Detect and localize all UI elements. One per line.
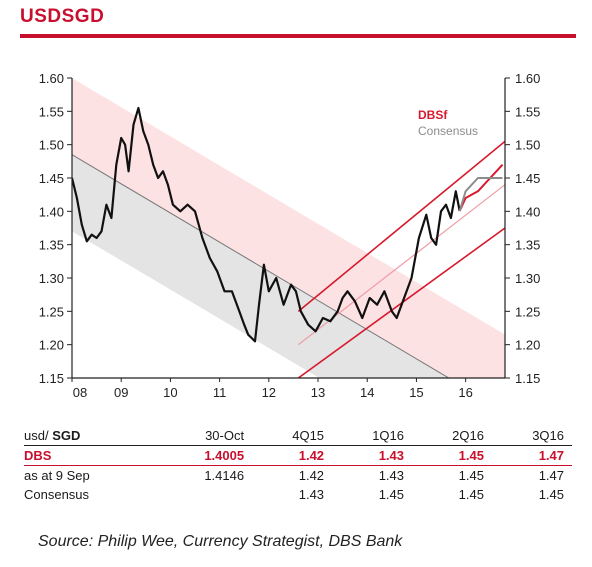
- row-label: Consensus: [24, 487, 90, 502]
- dbs-forecast-line: [458, 164, 504, 212]
- chart-title: USDSGD: [20, 6, 105, 27]
- table-cell: 1.4005: [156, 445, 253, 466]
- plot-area: [72, 78, 505, 378]
- y-tick-label-left: 1.50: [39, 138, 64, 153]
- y-tick-label-right: 1.30: [515, 271, 540, 286]
- x-tick-label: 08: [73, 385, 87, 400]
- line-chart: 1.60 1.60 1.55 1.55 1.50 1.50 1.45 1.45 1.40 1.40…: [39, 71, 541, 400]
- y-tick-label-right: 1.35: [515, 238, 540, 253]
- table-cell: 1.4146: [204, 468, 245, 483]
- y-tick-label-left: 1.25: [39, 304, 64, 319]
- x-tick-label: 12: [262, 385, 276, 400]
- table-cell: 1.42: [298, 468, 325, 483]
- table-cell: 1.47: [491, 445, 572, 466]
- x-tick-label: 14: [360, 385, 374, 400]
- row-label: as at 9 Sep: [24, 468, 90, 483]
- y-tick-label-right: 1.25: [515, 304, 540, 319]
- price-series-line: [72, 106, 461, 343]
- y-tick-label-right: 1.15: [515, 371, 540, 386]
- y-tick-label-left: 1.55: [39, 104, 64, 119]
- legend-consensus-label: Consensus: [418, 124, 478, 138]
- y-tick-label-right: 1.55: [515, 104, 540, 119]
- table-header-row: usd/ SGD 30-Oct 4Q15 1Q16 2Q16 3Q16: [24, 426, 572, 446]
- x-tick-label: 13: [311, 385, 325, 400]
- table-cell: 1.43: [298, 487, 325, 502]
- x-tick-label: 16: [458, 385, 472, 400]
- x-tick-label: 11: [213, 385, 227, 400]
- table-cell: [156, 485, 252, 504]
- table-cell: 1.45: [458, 468, 484, 483]
- downtrend-lower-band: [72, 154, 449, 378]
- table-cell: 1.45: [458, 487, 484, 502]
- y-tick-label-left: 1.35: [39, 238, 64, 253]
- table-row: as at 9 Sep 1.4146 1.42 1.43 1.45 1.47: [24, 466, 572, 486]
- y-tick-label-left: 1.40: [39, 204, 64, 219]
- uptrend-upper-line: [297, 140, 505, 312]
- legend-dbsf-label: DBSf: [418, 108, 448, 122]
- table-row: DBS 1.4005 1.42 1.43 1.45 1.47: [24, 445, 572, 466]
- y-tick-label-right: 1.20: [515, 338, 540, 353]
- y-tick-label-left: 1.20: [39, 338, 64, 353]
- y-tick-label-left: 1.45: [39, 171, 64, 186]
- y-tick-label-left: 1.30: [39, 271, 64, 286]
- table-row: Consensus 1.43 1.45 1.45 1.45: [24, 485, 572, 504]
- downtrend-midline: [72, 154, 450, 378]
- column-header: 3Q16: [491, 426, 572, 446]
- forecast-table: usd/ SGD 30-Oct 4Q15 1Q16 2Q16 3Q16 DBS …: [24, 426, 572, 504]
- title-rule: [20, 34, 576, 38]
- y-tick-label-right: 1.45: [515, 171, 540, 186]
- y-tick-label-left: 1.60: [39, 71, 64, 86]
- y-tick-label-left: 1.15: [39, 371, 64, 386]
- column-header: 1Q16: [332, 426, 413, 446]
- table-cell: 1.43: [378, 468, 405, 483]
- row-label: DBS: [24, 445, 157, 466]
- table-header-label: usd/ SGD: [24, 426, 157, 446]
- column-header: 2Q16: [412, 426, 492, 446]
- y-tick-label-right: 1.50: [515, 138, 540, 153]
- x-tick-label: 09: [114, 385, 128, 400]
- source-note: Source: Philip Wee, Currency Strategist,…: [38, 533, 403, 550]
- table-cell: 1.45: [412, 445, 492, 466]
- y-tick-label-right: 1.60: [515, 71, 540, 86]
- table-cell: 1.43: [332, 445, 413, 466]
- table-cell: 1.45: [538, 487, 564, 502]
- column-header: 4Q15: [252, 426, 333, 446]
- header-label-prefix: usd/: [24, 428, 49, 443]
- x-tick-label: 15: [409, 385, 423, 400]
- table-cell: 1.42: [252, 445, 333, 466]
- table-cell: 1.45: [378, 487, 405, 502]
- y-tick-label-right: 1.40: [515, 204, 540, 219]
- header-label-bold: SGD: [52, 428, 81, 443]
- column-header: 30-Oct: [156, 426, 253, 446]
- downtrend-upper-band: [72, 78, 505, 378]
- table-cell: 1.47: [538, 468, 564, 483]
- x-tick-label: 10: [163, 385, 177, 400]
- consensus-forecast-line: [458, 177, 503, 212]
